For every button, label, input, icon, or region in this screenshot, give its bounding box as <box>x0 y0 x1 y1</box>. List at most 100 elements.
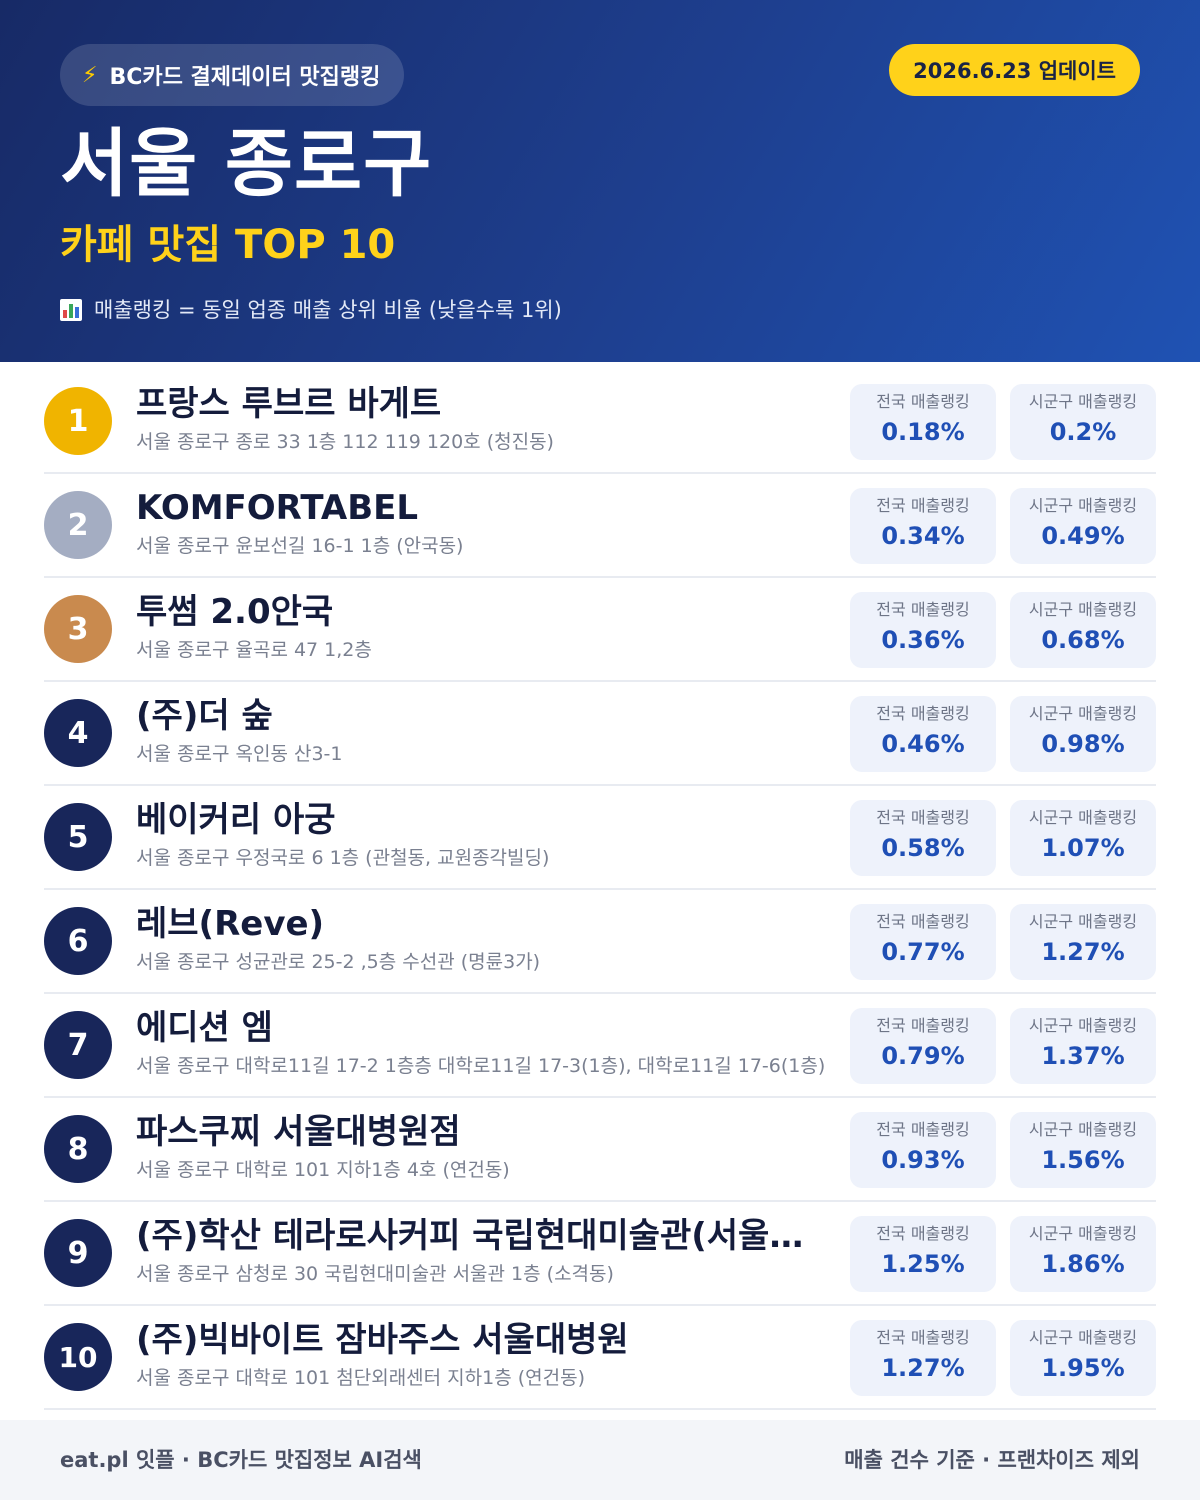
national-ranking-value: 0.93% <box>881 1146 965 1174</box>
local-ranking-card: 시군구 매출랭킹 1.95% <box>1010 1320 1156 1396</box>
ranking-row[interactable]: 6 레브(Reve) 서울 종로구 성균관로 25-2 ,5층 수선관 (명륜3가)… <box>44 890 1156 994</box>
national-ranking-label: 전국 매출랭킹 <box>876 496 970 515</box>
local-ranking-value: 1.27% <box>1041 938 1125 966</box>
restaurant-name[interactable]: 프랑스 루브르 바게트 <box>136 384 442 424</box>
restaurant-address: 서울 종로구 성균관로 25-2 ,5층 수선관 (명륜3가) <box>136 951 541 973</box>
restaurant-name[interactable]: (주)학산 테라로사커피 국립현대미술관(서울관… <box>136 1216 826 1256</box>
local-ranking-label: 시군구 매출랭킹 <box>1028 912 1138 931</box>
page-subtitle: 카페 맛집 TOP 10 <box>60 222 396 268</box>
national-ranking-card: 전국 매출랭킹 0.34% <box>850 488 996 564</box>
footer-source: eat.pl 잇플 · BC카드 맛집정보 AI검색 <box>60 1448 422 1472</box>
local-ranking-value: 1.95% <box>1041 1354 1125 1382</box>
local-ranking-value: 1.37% <box>1041 1042 1125 1070</box>
rank-badge: 1 <box>44 387 112 455</box>
restaurant-name[interactable]: (주)빅바이트 잠바주스 서울대병원 <box>136 1320 629 1360</box>
national-ranking-card: 전국 매출랭킹 1.25% <box>850 1216 996 1292</box>
national-ranking-value: 0.58% <box>881 834 965 862</box>
local-ranking-label: 시군구 매출랭킹 <box>1028 1224 1138 1243</box>
restaurant-address: 서울 종로구 대학로 101 지하1층 4호 (연건동) <box>136 1159 510 1181</box>
national-ranking-value: 0.79% <box>881 1042 965 1070</box>
local-ranking-label: 시군구 매출랭킹 <box>1028 392 1138 411</box>
restaurant-address: 서울 종로구 삼청로 30 국립현대미술관 서울관 1층 (소격동) <box>136 1263 614 1285</box>
local-ranking-card: 시군구 매출랭킹 0.98% <box>1010 696 1156 772</box>
restaurant-name[interactable]: 레브(Reve) <box>136 904 325 944</box>
local-ranking-card: 시군구 매출랭킹 1.07% <box>1010 800 1156 876</box>
restaurant-address: 서울 종로구 종로 33 1층 112 119 120호 (청진동) <box>136 431 554 453</box>
local-ranking-label: 시군구 매출랭킹 <box>1028 496 1138 515</box>
local-ranking-label: 시군구 매출랭킹 <box>1028 808 1138 827</box>
national-ranking-card: 전국 매출랭킹 0.77% <box>850 904 996 980</box>
ranking-row[interactable]: 9 (주)학산 테라로사커피 국립현대미술관(서울관… 서울 종로구 삼청로 30 … <box>44 1202 1156 1306</box>
ranking-legend: 매출랭킹 = 동일 업종 매출 상위 비율 (낮을수록 1위) <box>60 294 562 326</box>
restaurant-name[interactable]: (주)더 숲 <box>136 696 273 736</box>
restaurant-address: 서울 종로구 율곡로 47 1,2층 <box>136 639 372 661</box>
local-ranking-card: 시군구 매출랭킹 0.49% <box>1010 488 1156 564</box>
local-ranking-label: 시군구 매출랭킹 <box>1028 704 1138 723</box>
national-ranking-label: 전국 매출랭킹 <box>876 912 970 931</box>
footer-note: 매출 건수 기준 · 프랜차이즈 제외 <box>844 1448 1140 1472</box>
restaurant-address: 서울 종로구 대학로11길 17-2 1층층 대학로11길 17-3(1층), … <box>136 1055 826 1077</box>
national-ranking-label: 전국 매출랭킹 <box>876 1016 970 1035</box>
rank-badge: 9 <box>44 1219 112 1287</box>
local-ranking-label: 시군구 매출랭킹 <box>1028 1120 1138 1139</box>
national-ranking-card: 전국 매출랭킹 0.46% <box>850 696 996 772</box>
restaurant-name[interactable]: 파스쿠찌 서울대병원점 <box>136 1112 461 1152</box>
local-ranking-value: 1.56% <box>1041 1146 1125 1174</box>
rank-badge: 10 <box>44 1323 112 1391</box>
local-ranking-card: 시군구 매출랭킹 1.56% <box>1010 1112 1156 1188</box>
restaurant-name[interactable]: 에디션 엠 <box>136 1008 273 1048</box>
national-ranking-label: 전국 매출랭킹 <box>876 1328 970 1347</box>
local-ranking-card: 시군구 매출랭킹 1.86% <box>1010 1216 1156 1292</box>
national-ranking-card: 전국 매출랭킹 0.79% <box>850 1008 996 1084</box>
restaurant-address: 서울 종로구 우정국로 6 1층 (관철동, 교원종각빌딩) <box>136 847 550 869</box>
restaurant-name[interactable]: 베이커리 아궁 <box>136 800 336 840</box>
rank-badge: 6 <box>44 907 112 975</box>
national-ranking-value: 1.27% <box>881 1354 965 1382</box>
national-ranking-label: 전국 매출랭킹 <box>876 1120 970 1139</box>
national-ranking-value: 0.46% <box>881 730 965 758</box>
national-ranking-label: 전국 매출랭킹 <box>876 1224 970 1243</box>
restaurant-name[interactable]: 투썸 2.0안국 <box>136 592 334 632</box>
national-ranking-label: 전국 매출랭킹 <box>876 808 970 827</box>
national-ranking-label: 전국 매출랭킹 <box>876 600 970 619</box>
national-ranking-value: 1.25% <box>881 1250 965 1278</box>
national-ranking-label: 전국 매출랭킹 <box>876 704 970 723</box>
local-ranking-label: 시군구 매출랭킹 <box>1028 600 1138 619</box>
national-ranking-label: 전국 매출랭킹 <box>876 392 970 411</box>
national-ranking-card: 전국 매출랭킹 0.18% <box>850 384 996 460</box>
national-ranking-card: 전국 매출랭킹 0.58% <box>850 800 996 876</box>
national-ranking-value: 0.77% <box>881 938 965 966</box>
local-ranking-value: 1.07% <box>1041 834 1125 862</box>
national-ranking-value: 0.36% <box>881 626 965 654</box>
restaurant-address: 서울 종로구 윤보선길 16-1 1층 (안국동) <box>136 535 464 557</box>
rank-badge: 8 <box>44 1115 112 1183</box>
restaurant-address: 서울 종로구 옥인동 산3-1 <box>136 743 343 765</box>
local-ranking-card: 시군구 매출랭킹 1.37% <box>1010 1008 1156 1084</box>
legend-text: 매출랭킹 = 동일 업종 매출 상위 비율 (낮을수록 1위) <box>94 298 562 322</box>
national-ranking-card: 전국 매출랭킹 0.93% <box>850 1112 996 1188</box>
local-ranking-value: 0.2% <box>1049 418 1117 446</box>
local-ranking-label: 시군구 매출랭킹 <box>1028 1016 1138 1035</box>
source-badge: ⚡ BC카드 결제데이터 맛집랭킹 <box>60 44 405 106</box>
local-ranking-card: 시군구 매출랭킹 1.27% <box>1010 904 1156 980</box>
local-ranking-value: 0.98% <box>1041 730 1125 758</box>
update-date-badge: 2026.6.23 업데이트 <box>889 44 1140 96</box>
bar-chart-icon <box>60 299 82 321</box>
rank-badge: 5 <box>44 803 112 871</box>
rank-badge: 2 <box>44 491 112 559</box>
restaurant-name[interactable]: KOMFORTABEL <box>136 488 419 528</box>
rank-badge: 3 <box>44 595 112 663</box>
restaurant-address: 서울 종로구 대학로 101 첨단외래센터 지하1층 (연건동) <box>136 1367 586 1389</box>
national-ranking-card: 전국 매출랭킹 1.27% <box>850 1320 996 1396</box>
ranking-row[interactable]: 2 KOMFORTABEL 서울 종로구 윤보선길 16-1 1층 (안국동) 전국 … <box>44 474 1156 578</box>
ranking-row[interactable]: 4 (주)더 숲 서울 종로구 옥인동 산3-1 전국 매출랭킹 0.46% 시군구 매출… <box>44 682 1156 786</box>
national-ranking-card: 전국 매출랭킹 0.36% <box>850 592 996 668</box>
rank-badge: 7 <box>44 1011 112 1079</box>
